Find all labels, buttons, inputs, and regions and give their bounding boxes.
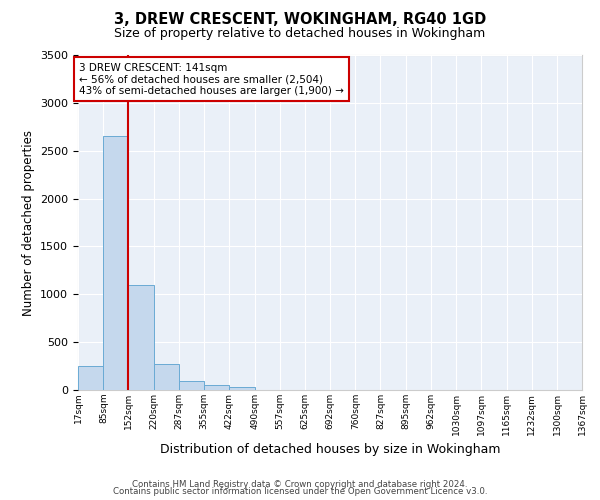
Bar (204, 385, 229, 390)
Bar (78, 366, 103, 390)
Bar (154, 364, 179, 390)
Text: 3 DREW CRESCENT: 141sqm
← 56% of detached houses are smaller (2,504)
43% of semi: 3 DREW CRESCENT: 141sqm ← 56% of detache… (79, 62, 344, 96)
Text: Contains public sector information licensed under the Open Government Licence v3: Contains public sector information licen… (113, 488, 487, 496)
X-axis label: Distribution of detached houses by size in Wokingham: Distribution of detached houses by size … (160, 443, 500, 456)
Bar (229, 387, 254, 390)
Bar (128, 284, 154, 390)
Y-axis label: Number of detached properties: Number of detached properties (22, 130, 35, 316)
Text: Contains HM Land Registry data © Crown copyright and database right 2024.: Contains HM Land Registry data © Crown c… (132, 480, 468, 489)
Text: Size of property relative to detached houses in Wokingham: Size of property relative to detached ho… (115, 28, 485, 40)
Bar (103, 136, 128, 390)
Text: 3, DREW CRESCENT, WOKINGHAM, RG40 1GD: 3, DREW CRESCENT, WOKINGHAM, RG40 1GD (114, 12, 486, 28)
Bar (179, 382, 204, 390)
